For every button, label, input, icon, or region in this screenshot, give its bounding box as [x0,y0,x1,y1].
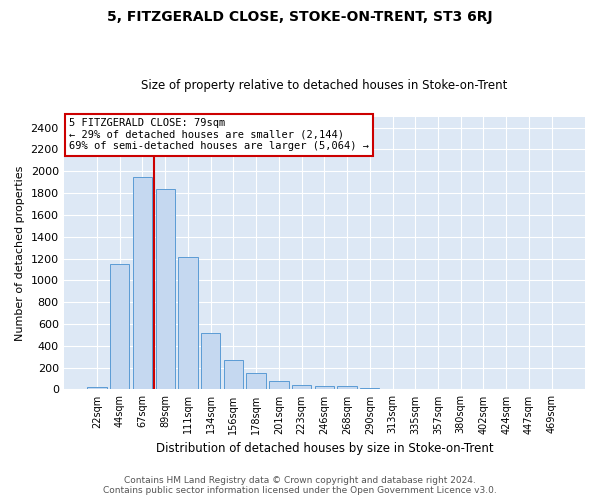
Text: Contains HM Land Registry data © Crown copyright and database right 2024.
Contai: Contains HM Land Registry data © Crown c… [103,476,497,495]
Bar [542,388,562,390]
X-axis label: Distribution of detached houses by size in Stoke-on-Trent: Distribution of detached houses by size … [155,442,493,455]
Bar [178,257,197,390]
Text: 5 FITZGERALD CLOSE: 79sqm
← 29% of detached houses are smaller (2,144)
69% of se: 5 FITZGERALD CLOSE: 79sqm ← 29% of detac… [69,118,369,152]
Bar [314,386,334,390]
Bar [337,386,357,390]
Bar [269,380,289,390]
Bar [292,385,311,390]
Y-axis label: Number of detached properties: Number of detached properties [15,166,25,341]
Text: 5, FITZGERALD CLOSE, STOKE-ON-TRENT, ST3 6RJ: 5, FITZGERALD CLOSE, STOKE-ON-TRENT, ST3… [107,10,493,24]
Bar [133,177,152,390]
Bar [360,388,379,390]
Bar [88,386,107,390]
Bar [110,264,130,390]
Bar [155,190,175,390]
Bar [224,360,243,390]
Bar [247,372,266,390]
Bar [383,389,402,390]
Bar [201,332,220,390]
Title: Size of property relative to detached houses in Stoke-on-Trent: Size of property relative to detached ho… [141,79,508,92]
